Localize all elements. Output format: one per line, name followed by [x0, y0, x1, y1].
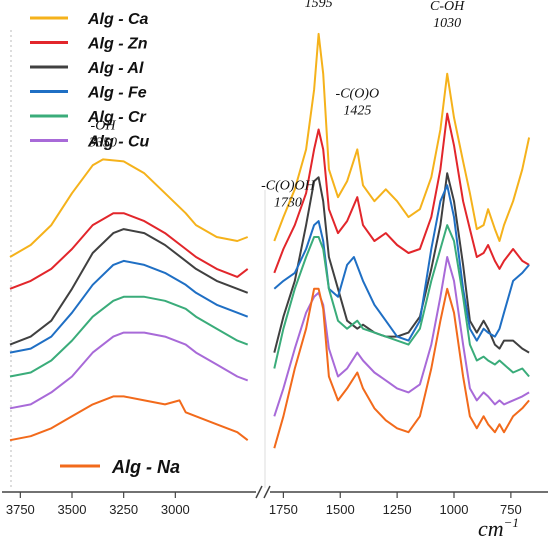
x-tick-label-1500: 1500 — [326, 502, 355, 517]
annotation-1-line-1: -OH — [91, 119, 117, 134]
series-alg-fe — [9, 184, 530, 354]
legend: Alg - Ca Alg - Zn Alg - Al Alg - Fe Alg - Cr… — [30, 11, 150, 151]
x-tick-label-1750: 1750 — [269, 502, 298, 517]
series-line-right-alg-al — [273, 172, 530, 354]
annotations: -OH 3350 -C(O)OH 1730 -C(O)O1595 -C(O)O 1425 C-… — [88, 0, 465, 210]
series-line-left-alg-fe — [9, 259, 249, 354]
series-alg-cr — [9, 224, 530, 378]
series-line-right-alg-zn — [273, 112, 530, 274]
x-tick-label-3000: 3000 — [161, 502, 190, 517]
annotation-5-line-2: 1030 — [433, 16, 461, 31]
annotation-2-line-1: -C(O)OH — [261, 178, 316, 193]
x-tick-label-3500: 3500 — [58, 502, 87, 517]
axis-break-mark-2 — [263, 485, 271, 499]
legend-label-alg-cr: Alg - Cr — [87, 109, 147, 126]
annotation-4-line-2: 1425 — [343, 104, 371, 119]
annotation-5-line-1: C-OH — [430, 0, 465, 14]
series-alg-ca — [9, 32, 531, 258]
annotation-4: -C(O)O 1425 — [336, 87, 380, 119]
x-tick-labels: 3750 3500 3250 3000 1750 1500 1250 1000 750 — [6, 492, 522, 517]
series-line-left-alg-zn — [9, 212, 249, 290]
x-axis-unit-exp: −1 — [504, 515, 519, 530]
x-tick-label-1000: 1000 — [440, 502, 469, 517]
series-alg-cu — [9, 256, 530, 417]
annotation-4-line-1: -C(O)O — [336, 87, 380, 102]
series-alg-al — [9, 172, 530, 354]
x-axis-unit-base: cm — [478, 516, 504, 541]
legend-na: Alg - Na — [60, 457, 180, 477]
x-tick-label-1250: 1250 — [383, 502, 412, 517]
annotation-3: -C(O)O1595 — [297, 0, 341, 11]
series-alg-na — [9, 287, 530, 449]
series-line-right-alg-fe — [273, 184, 530, 342]
annotation-2-line-2: 1730 — [274, 195, 302, 210]
series-line-left-alg-ca — [9, 158, 249, 258]
series-group — [9, 32, 531, 449]
x-axis — [2, 485, 548, 499]
series-line-right-alg-cr — [273, 224, 530, 378]
annotation-1-line-2: 3350 — [88, 136, 117, 151]
x-tick-label-3250: 3250 — [109, 502, 138, 517]
series-line-right-alg-na — [273, 287, 530, 449]
legend-label-alg-ca: Alg - Ca — [87, 11, 149, 28]
legend-label-alg-al: Alg - Al — [87, 60, 144, 77]
legend-label-alg-cu: Alg - Cu — [87, 134, 150, 151]
annotation-1: -OH 3350 — [88, 119, 117, 151]
series-line-left-alg-al — [9, 228, 249, 346]
legend-label-alg-zn: Alg - Zn — [87, 36, 148, 53]
annotation-5: C-OH 1030 — [430, 0, 465, 31]
series-alg-zn — [9, 112, 530, 290]
axis-break-mark-1 — [255, 485, 263, 499]
annotation-3-line-2: 1595 — [305, 0, 333, 11]
x-axis-unit: cm−1 — [478, 515, 519, 541]
series-line-left-alg-cu — [9, 331, 249, 410]
x-tick-label-750: 750 — [500, 502, 522, 517]
x-tick-label-3750: 3750 — [6, 502, 35, 517]
series-line-left-alg-na — [9, 395, 249, 442]
vertical-rules — [10, 30, 266, 488]
annotation-2: -C(O)OH 1730 — [261, 178, 316, 210]
series-line-right-alg-ca — [273, 32, 531, 242]
series-line-left-alg-cr — [9, 295, 249, 378]
legend-label-alg-na: Alg - Na — [111, 457, 180, 477]
legend-label-alg-fe: Alg - Fe — [87, 85, 147, 102]
